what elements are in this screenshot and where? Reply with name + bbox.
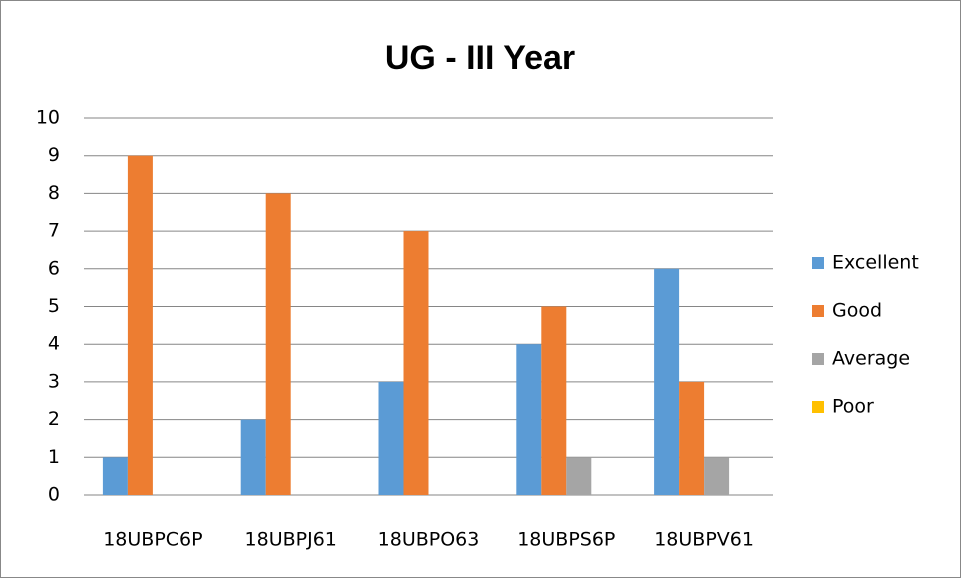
y-tick-label: 5 [48,295,60,317]
y-tick-label: 3 [48,370,60,392]
bar [566,457,592,495]
x-tick-label: 18UBPC6P [103,529,202,551]
x-tick-label: 18UBPO63 [378,529,480,551]
bar [704,457,730,495]
legend-label: Poor [832,396,874,418]
bar [679,381,705,495]
bar [378,381,404,495]
x-tick-label: 18UBPJ61 [245,529,337,551]
legend-swatch [812,353,824,365]
bar [516,344,542,495]
legend-label: Average [832,348,910,370]
chart-title: UG - III Year [385,39,575,77]
bar [102,457,128,495]
bar [403,231,429,495]
x-tick-label: 18UBPV61 [654,529,754,551]
bar [265,193,291,495]
y-tick-label: 0 [48,484,60,506]
y-tick-label: 9 [48,144,60,166]
y-tick-label: 4 [48,333,60,355]
legend-swatch [812,305,824,317]
y-tick-label: 7 [48,220,60,242]
bar [654,268,680,495]
y-tick-label: 1 [48,446,60,468]
y-tick-label: 10 [36,107,60,129]
y-tick-label: 6 [48,257,60,279]
legend-label: Excellent [832,252,919,274]
bar [127,155,153,495]
y-tick-label: 8 [48,182,60,204]
bar [541,306,567,495]
legend-swatch [812,401,824,413]
legend-label: Good [832,300,882,322]
x-tick-label: 18UBPS6P [517,529,615,551]
bar [240,419,266,495]
legend-swatch [812,257,824,269]
y-tick-label: 2 [48,408,60,430]
